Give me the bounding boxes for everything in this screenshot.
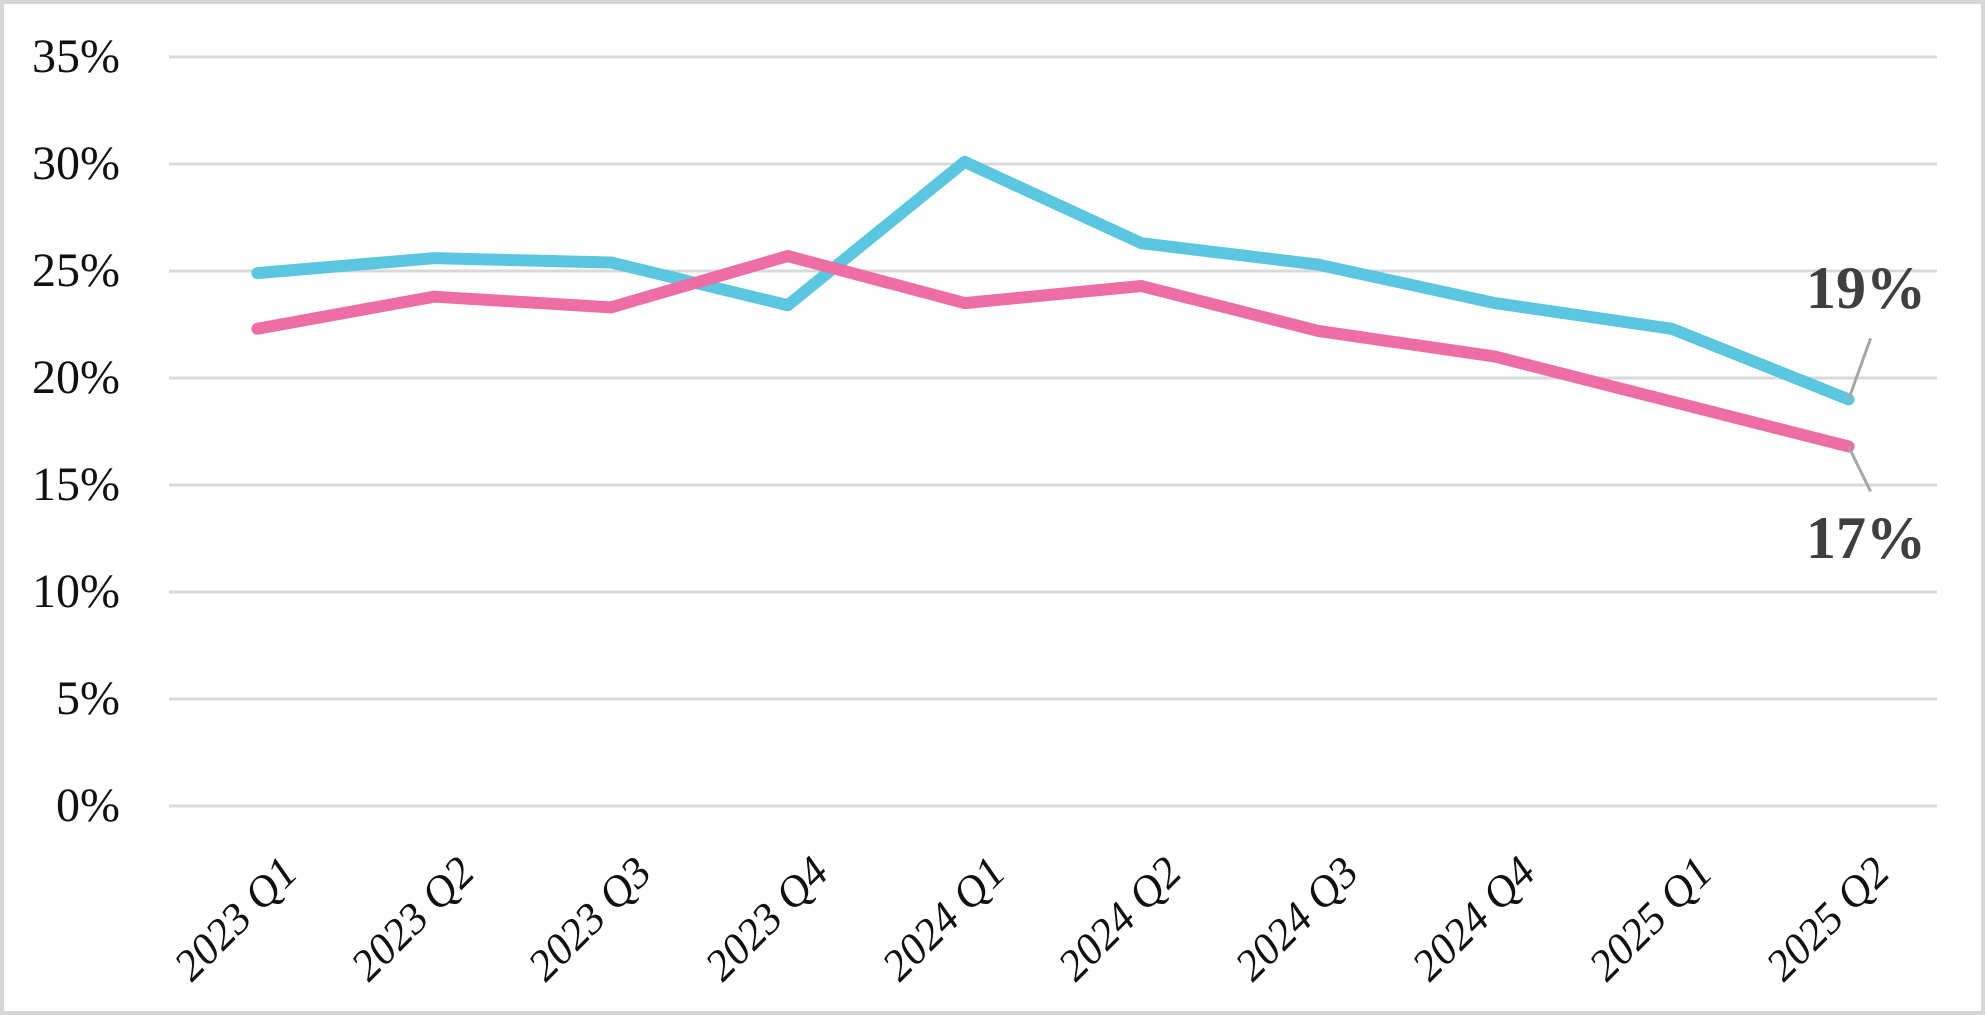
y-tick-label: 25% [32,244,120,297]
label-leader-line-pink_series [1847,445,1872,493]
chart-plot-svg [169,55,1937,808]
y-tick-label: 10% [32,565,120,618]
y-tick-label: 0% [56,779,120,832]
series-line-blue_series [251,155,1855,406]
y-tick-label: 15% [32,458,120,511]
y-tick-label: 20% [32,351,120,404]
y-tick-label: 35% [32,30,120,83]
series-line-pink_series [251,250,1855,453]
series-end-label-blue_series: 19% [1806,255,1926,321]
y-tick-label: 30% [32,137,120,190]
y-tick-label: 5% [56,672,120,725]
label-leader-line-blue_series [1847,337,1873,400]
series-end-label-pink_series: 17% [1806,505,1926,571]
